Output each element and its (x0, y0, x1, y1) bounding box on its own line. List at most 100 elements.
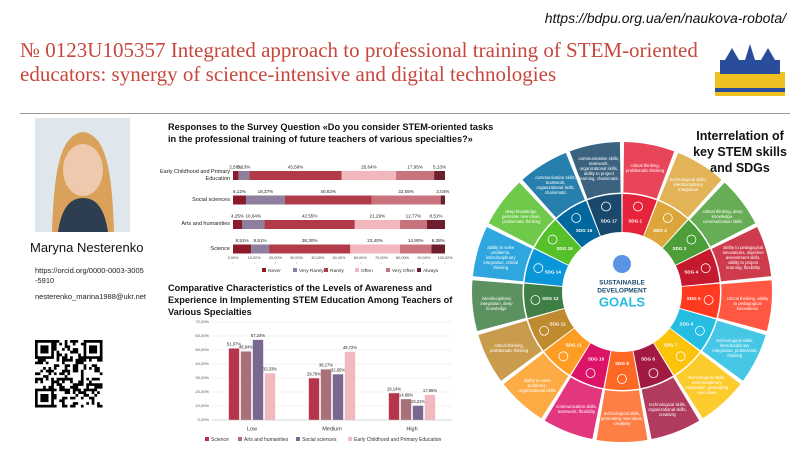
bar (308, 378, 320, 420)
legend-swatch (262, 268, 266, 272)
y-tick-label: 40,00% (195, 361, 209, 366)
sdg-skills: ability to pedagogical innovations, obje… (722, 245, 764, 271)
sdg-skills: critical thinking, problematic thinking (626, 163, 665, 174)
bar-segment (249, 171, 342, 180)
sdg-inner-segment (653, 328, 700, 375)
legend-swatch (324, 268, 328, 272)
bar-segment (251, 244, 270, 254)
author-name: Maryna Nesterenko (30, 240, 144, 255)
value-label: 17,95% (407, 165, 423, 170)
sdg-label: SDG 15 (556, 246, 573, 251)
sdg-skills: technological skills, interdisciplinary … (669, 177, 707, 193)
value-label: 23,40% (367, 238, 383, 243)
sdg-outer-segment (641, 377, 700, 440)
author-orcid[interactable]: https://orcid.org/0000-0003-3005-5910 (35, 266, 144, 285)
bar (228, 348, 240, 420)
sdg-icon (675, 351, 686, 362)
sdg-outer-segment (623, 142, 675, 199)
sdg-icon (703, 295, 714, 305)
sdg-inner-segment (675, 248, 720, 287)
value-label: 14,89% (399, 392, 413, 397)
x-tick-label: 90,00% (417, 256, 431, 260)
sdg-skills: critical thinking, ability to pedagogica… (726, 296, 769, 312)
legend-swatch (238, 437, 242, 441)
sdg-skills-box: communication skills, teamwork, organiza… (535, 174, 576, 195)
sdg-skills-box: interdisciplinary integration, deep know… (481, 296, 513, 311)
sdg-icon (700, 263, 711, 274)
logo (715, 44, 785, 96)
sdg-skills: communication skills, teamwork, organiza… (535, 174, 576, 195)
bar-segment (396, 171, 435, 180)
sdg-skills: deep knowledge, generate new ideas, prob… (502, 208, 541, 224)
qr-code[interactable] (35, 340, 103, 408)
bar-segment (233, 220, 243, 229)
bar (320, 369, 332, 420)
value-label: 2,56% (229, 165, 242, 170)
logo-base (715, 72, 785, 96)
category-label-box: Science (210, 246, 230, 252)
sdg-outer-segment (659, 152, 722, 218)
sdg-icon (585, 368, 596, 379)
sdg-skills-box: deep knowledge, generate new ideas, prob… (502, 208, 541, 224)
author-email[interactable]: nesterenko_marina1988@ukr.net (35, 292, 147, 301)
value-label: 25,64% (361, 165, 377, 170)
bar (264, 373, 276, 420)
portrait-body (58, 198, 108, 232)
value-label: 51,07% (227, 342, 241, 347)
x-tick-label: 40,00% (311, 256, 325, 260)
sdg-inner-segment (644, 200, 688, 248)
x-tick-label: 80,00% (396, 256, 410, 260)
sdg-outer-segment (711, 227, 772, 282)
sdg-inner-segment (662, 220, 710, 265)
category-label-box: Early Childhood and Primary Education (160, 169, 230, 182)
value-label: 21,29% (370, 214, 386, 219)
center-text: GOALS (599, 294, 646, 309)
logo-stripe (715, 88, 785, 92)
value-label: 29,79% (307, 371, 321, 376)
legend-swatch (417, 268, 421, 272)
sdg-skills: critical thinking, deep knowledge, commu… (702, 208, 743, 224)
legend-label: Very Often (392, 268, 415, 274)
sdg-label: SDG 8 (641, 356, 655, 361)
y-tick-label: 50,00% (195, 347, 209, 352)
divider (20, 113, 790, 114)
sdg-inner-segment (556, 200, 600, 248)
site-url[interactable]: https://bdpu.org.ua/en/naukova-robota/ (544, 10, 786, 26)
sdg-outer-segment (544, 377, 603, 440)
value-label: 6,38% (432, 238, 445, 243)
y-tick-label: 10,00% (195, 403, 209, 408)
x-tick-label: 60,00% (354, 256, 368, 260)
bar-segment (264, 220, 355, 229)
sdg-wheel: SDG 1 SDG 2 SDG 3 SDG 4 SDG 5 SDG 6 SDG 7 SDG 8… (472, 142, 772, 443)
y-tick-label: 0,00% (198, 417, 210, 422)
legend-swatch (355, 268, 359, 272)
wheel-title: Interrelation of key STEM skills and SDG… (693, 129, 787, 175)
bar-segment (284, 195, 372, 205)
center-text: SUSTAINABLE (599, 280, 645, 287)
sdg-skills: communication skills, teamwork, flexibil… (556, 404, 597, 415)
value-label: 32,65% (331, 367, 345, 372)
sdg-inner-segment (534, 220, 582, 265)
bar-segment (440, 195, 445, 205)
sdg-icon (571, 213, 582, 223)
portrait-face (63, 144, 103, 196)
legend-label: Always (423, 268, 439, 274)
value-label: 36,17% (319, 362, 333, 367)
y-tick-label: 30,00% (195, 375, 209, 380)
sdg-label: SDG 3 (673, 246, 687, 251)
x-tick-label: 70,00% (375, 256, 389, 260)
sdg-label: SDG 11 (565, 342, 582, 347)
sdg-outer-segment (522, 152, 585, 218)
x-tick-label: Medium (322, 426, 342, 432)
sdg-outer-segment (478, 320, 542, 381)
project-title: № 0123U105357 Integrated approach to pro… (20, 38, 698, 86)
bar-segment (242, 220, 265, 229)
sdg-label: SDG 2 (653, 228, 667, 233)
sdg-skills-box: critical thinking, problematic thinking (490, 343, 528, 353)
value-label: 2,04% (436, 189, 449, 194)
value-label: 17,95% (423, 388, 437, 393)
bar-segment (399, 220, 427, 229)
qr-modules (35, 340, 103, 408)
